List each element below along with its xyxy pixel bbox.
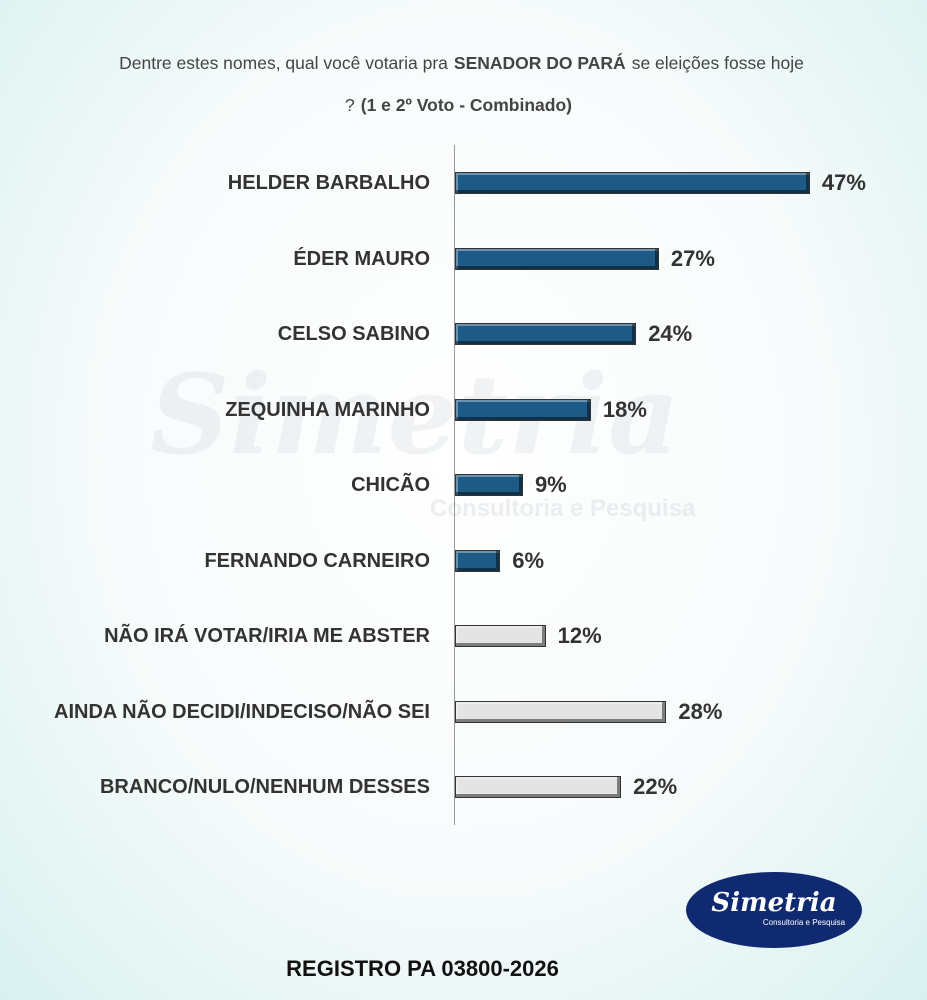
category-label: CHICÃO — [351, 474, 430, 496]
axis-line — [454, 145, 455, 825]
title-part: (1 e 2º Voto - Combinado) — [360, 95, 572, 115]
value-label: 18% — [602, 396, 647, 422]
category-label: AINDA NÃO DECIDI/INDECISO/NÃO SEI — [54, 700, 430, 723]
bar — [455, 323, 637, 345]
category-label: NÃO IRÁ VOTAR/IRIA ME ABSTER — [104, 625, 430, 647]
watermark: Simetria — [150, 350, 680, 479]
category-label: BRANCO/NULO/NENHUM DESSES — [99, 776, 430, 798]
category-label: ÉDER MAURO — [293, 247, 430, 270]
bar — [455, 549, 501, 572]
category-label: FERNANDO CARNEIRO — [204, 549, 430, 572]
watermark-tagline: Consultoria e Pesquisa — [430, 495, 696, 522]
category-label: ZEQUINHA MARINHO — [225, 398, 430, 421]
value-label: 47% — [821, 170, 866, 195]
title-part: se eleições fosse hoje ? — [345, 53, 804, 115]
category-label: HELDER BARBALHO — [227, 172, 430, 194]
value-label: 28% — [678, 698, 723, 724]
bar — [455, 247, 659, 270]
value-label: 6% — [512, 547, 545, 573]
category-label: CELSO SABINO — [277, 323, 430, 345]
logo-tagline: Consultoria e Pesquisa — [762, 918, 846, 927]
value-label: 24% — [648, 321, 693, 346]
bar — [455, 776, 622, 798]
value-label: 27% — [670, 245, 715, 271]
bar — [455, 625, 546, 647]
bar — [455, 172, 810, 194]
bar — [455, 398, 591, 421]
title-part: Dentre estes nomes, qual você votaria pr… — [119, 53, 448, 73]
bar — [455, 474, 523, 496]
value-label: 22% — [633, 774, 678, 799]
chart-title: Dentre estes nomes, qual você votaria pr… — [110, 42, 810, 126]
logo: Simetria Consultoria e Pesquisa — [686, 872, 862, 948]
bar — [455, 700, 667, 723]
value-label: 9% — [534, 472, 567, 497]
value-label: 12% — [557, 623, 602, 648]
footer: REGISTRO PA 03800-2026 — [286, 956, 559, 981]
title-part: SENADOR DO PARÁ — [453, 53, 626, 73]
logo-name: Simetria — [711, 888, 837, 918]
